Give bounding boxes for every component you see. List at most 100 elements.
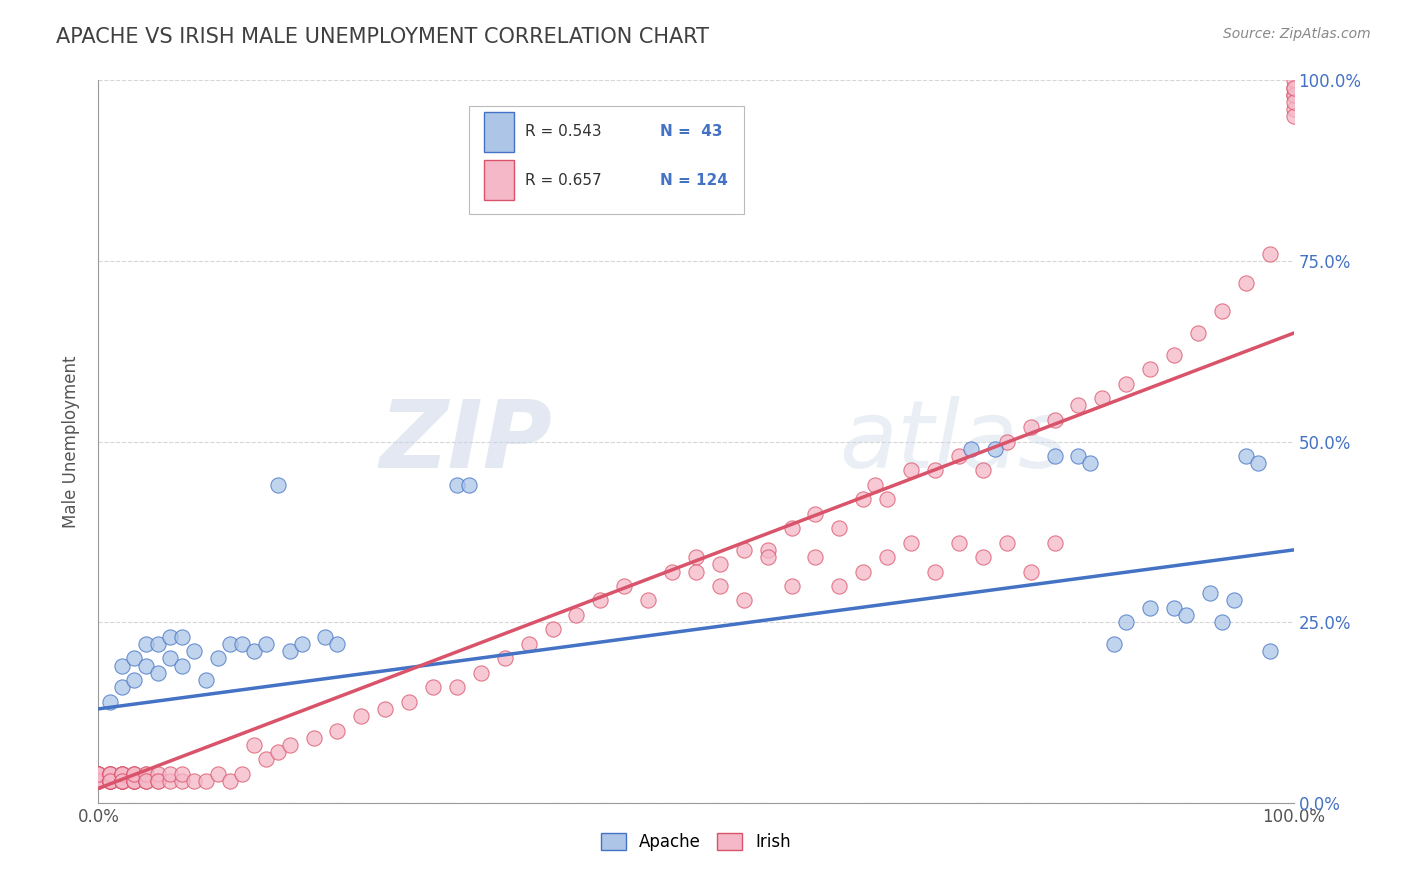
Y-axis label: Male Unemployment: Male Unemployment — [62, 355, 80, 528]
Text: ZIP: ZIP — [380, 395, 553, 488]
Point — [1258, 644, 1281, 658]
Point — [900, 463, 922, 477]
Point — [207, 651, 229, 665]
Point — [231, 637, 253, 651]
Point — [972, 550, 994, 565]
Text: R = 0.543: R = 0.543 — [524, 124, 602, 139]
Point — [111, 774, 134, 789]
Point — [98, 695, 122, 709]
Point — [135, 658, 157, 673]
Point — [1080, 456, 1102, 470]
Point — [195, 774, 218, 789]
Point — [458, 478, 481, 492]
Point — [541, 623, 564, 637]
Point — [685, 550, 707, 565]
Point — [159, 651, 181, 665]
Point — [111, 774, 134, 789]
Point — [159, 774, 181, 789]
Point — [852, 492, 875, 507]
Point — [733, 593, 755, 607]
Point — [446, 680, 468, 694]
Point — [1234, 449, 1257, 463]
Point — [1091, 391, 1114, 405]
Point — [159, 767, 181, 781]
Point — [494, 651, 516, 665]
Point — [1139, 600, 1161, 615]
Point — [243, 644, 266, 658]
Point — [350, 709, 373, 723]
Point — [589, 593, 612, 607]
Point — [1282, 95, 1305, 109]
Point — [995, 434, 1018, 449]
Point — [135, 637, 157, 651]
Point — [98, 774, 122, 789]
Point — [876, 492, 898, 507]
Point — [148, 774, 170, 789]
Point — [1043, 449, 1066, 463]
Point — [124, 774, 146, 789]
Point — [87, 767, 110, 781]
Point — [98, 774, 122, 789]
Point — [267, 745, 290, 759]
Point — [124, 673, 146, 687]
Point — [135, 774, 157, 789]
Point — [111, 774, 134, 789]
Point — [1282, 87, 1305, 102]
Point — [685, 565, 707, 579]
Point — [876, 550, 898, 565]
Point — [98, 774, 122, 789]
Point — [1163, 348, 1185, 362]
Point — [111, 774, 134, 789]
Point — [291, 637, 314, 651]
Point — [98, 774, 122, 789]
Point — [1258, 246, 1281, 260]
Point — [148, 665, 170, 680]
Point — [87, 767, 110, 781]
Point — [87, 774, 110, 789]
Point — [87, 767, 110, 781]
Point — [98, 767, 122, 781]
Point — [1282, 80, 1305, 95]
Point — [1187, 326, 1209, 340]
Point — [865, 478, 887, 492]
Point — [756, 550, 779, 565]
Point — [172, 767, 194, 781]
Point — [87, 767, 110, 781]
Point — [183, 644, 205, 658]
Point — [111, 767, 134, 781]
Point — [661, 565, 683, 579]
Point — [135, 774, 157, 789]
Point — [87, 767, 110, 781]
Point — [756, 542, 779, 557]
Point — [135, 767, 157, 781]
Point — [828, 521, 851, 535]
Point — [1067, 449, 1090, 463]
Point — [374, 702, 396, 716]
Point — [267, 478, 290, 492]
Point — [87, 774, 110, 789]
Point — [148, 767, 170, 781]
Point — [804, 507, 827, 521]
Point — [159, 630, 181, 644]
Point — [148, 774, 170, 789]
Point — [948, 535, 970, 549]
Point — [1115, 376, 1137, 391]
Point — [111, 680, 134, 694]
Point — [98, 767, 122, 781]
Point — [87, 774, 110, 789]
Point — [900, 535, 922, 549]
Point — [124, 774, 146, 789]
Point — [637, 593, 659, 607]
Point — [231, 767, 253, 781]
Point — [124, 767, 146, 781]
FancyBboxPatch shape — [485, 161, 515, 200]
Point — [1282, 110, 1305, 124]
Point — [183, 774, 205, 789]
Point — [924, 565, 946, 579]
Text: N = 124: N = 124 — [661, 173, 728, 188]
Point — [1211, 304, 1233, 318]
Point — [960, 442, 983, 456]
Point — [87, 774, 110, 789]
Point — [124, 774, 146, 789]
Text: R = 0.657: R = 0.657 — [524, 173, 602, 188]
